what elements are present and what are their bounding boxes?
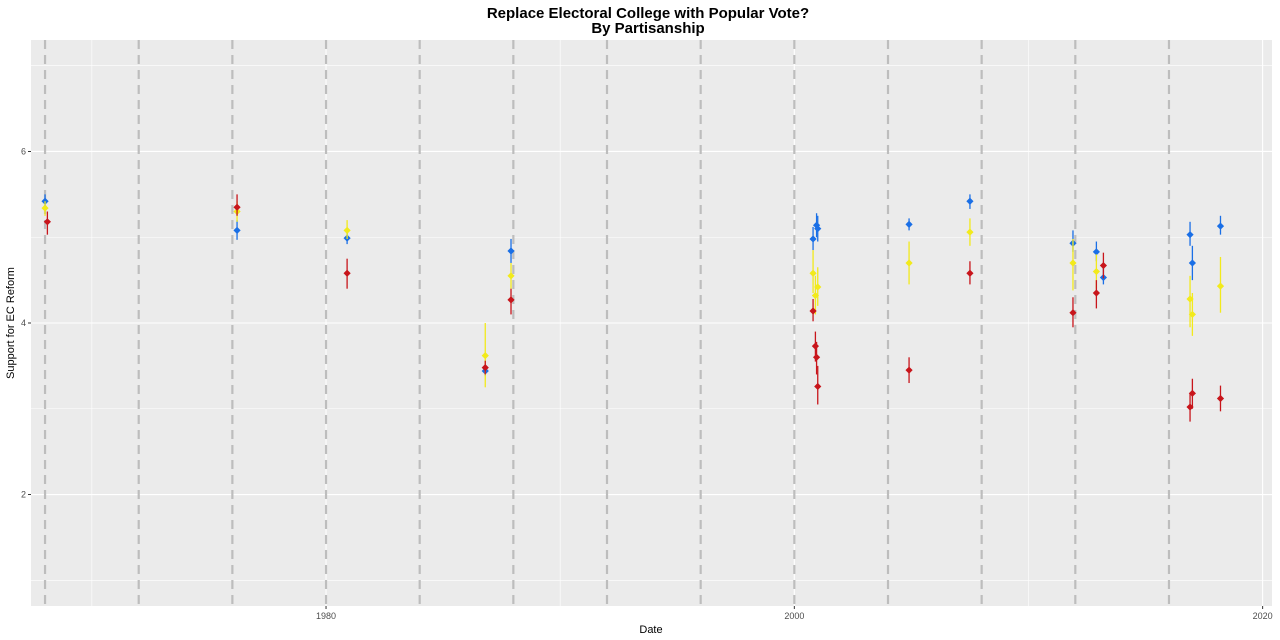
- data-point: [1188, 310, 1196, 319]
- data-point: [966, 228, 974, 236]
- series-republican: [43, 194, 1225, 422]
- y-tick-label: 2: [21, 490, 26, 500]
- data-point: [1092, 267, 1100, 276]
- data-point: [41, 204, 49, 212]
- x-tick-label: 2000: [784, 611, 804, 621]
- data-point: [343, 226, 351, 234]
- data-point: [809, 235, 817, 243]
- x-tick-label: 2020: [1253, 611, 1273, 621]
- x-tick-label: 1980: [316, 611, 336, 621]
- data-point: [481, 363, 489, 372]
- chart-subtitle: By Partisanship: [591, 20, 704, 37]
- axis-ticks: 1980 2000 2020 2 4 6: [21, 146, 1273, 621]
- election-lines: [43, 40, 1171, 606]
- data-point: [1216, 394, 1225, 403]
- data-point: [343, 269, 351, 277]
- data-point: [1069, 309, 1077, 317]
- data-point: [1186, 231, 1194, 239]
- series-independent: [41, 201, 1225, 388]
- data-point: [966, 269, 974, 277]
- data-points: [41, 194, 1225, 422]
- data-point: [811, 342, 820, 350]
- data-point: [507, 296, 515, 304]
- data-point: [1216, 282, 1225, 290]
- data-point: [1188, 259, 1196, 267]
- data-point: [905, 259, 913, 267]
- data-point: [809, 269, 817, 277]
- y-tick-label: 4: [21, 318, 26, 328]
- data-point: [1188, 389, 1196, 397]
- data-point: [1216, 222, 1225, 230]
- data-point: [966, 197, 974, 205]
- data-point: [809, 307, 817, 315]
- data-point: [811, 291, 820, 300]
- data-point: [814, 225, 822, 233]
- data-point: [1186, 295, 1194, 303]
- data-point: [1092, 289, 1100, 297]
- x-axis-title: Date: [639, 624, 662, 636]
- data-point: [233, 226, 241, 234]
- grid-layer: [31, 40, 1272, 606]
- data-point: [43, 218, 51, 226]
- data-point: [1069, 259, 1077, 267]
- data-point: [233, 203, 241, 211]
- data-point: [1092, 248, 1100, 256]
- data-point: [507, 272, 515, 280]
- data-point: [814, 283, 822, 291]
- data-point: [814, 382, 822, 391]
- y-tick-label: 6: [21, 146, 26, 156]
- data-point: [905, 366, 913, 374]
- chart-title: Replace Electoral College with Popular V…: [487, 5, 809, 22]
- data-point: [812, 353, 821, 361]
- data-point: [507, 247, 515, 255]
- data-point: [905, 220, 913, 228]
- data-point: [481, 351, 489, 360]
- data-point: [1099, 261, 1108, 270]
- y-axis-title: Support for EC Reform: [5, 267, 17, 379]
